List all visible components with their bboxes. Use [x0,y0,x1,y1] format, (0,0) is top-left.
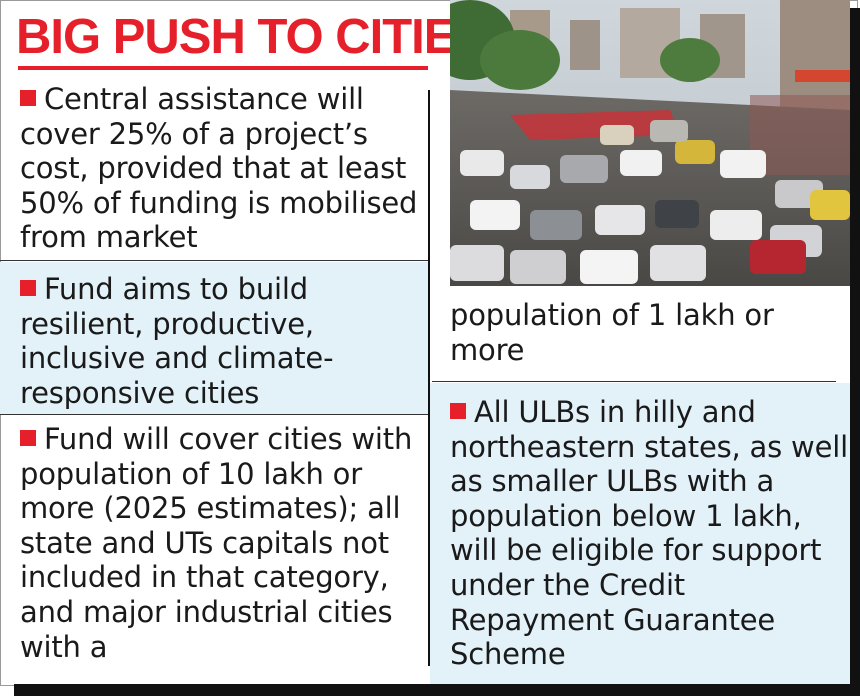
point-3: Fund will cover cities with population o… [0,422,428,672]
point-4-text: All ULBs in hilly and northeastern state… [450,395,848,672]
point-1: Central assistance will cover 25% of a p… [8,82,428,258]
infographic-title: BIG PUSH TO CITIES [16,10,488,64]
point-3-continued-text: population of 1 lakh or more [450,298,774,367]
bullet-marker [450,403,466,419]
divider-3 [432,381,836,382]
bullet-marker [20,90,36,106]
point-2-text: Fund aims to build resilient, productive… [20,272,334,410]
bullet-marker [20,430,36,446]
point-4: All ULBs in hilly and northeastern state… [430,383,850,684]
bullet-marker [20,280,36,296]
title-underline [18,66,428,70]
divider-1 [0,260,428,261]
point-3-continued: population of 1 lakh or more [432,298,842,378]
point-2: Fund aims to build resilient, productive… [0,262,428,414]
point-1-text: Central assistance will cover 25% of a p… [20,82,418,255]
car-cluster [450,120,850,284]
street-scene-illustration [450,0,850,286]
city-traffic-photo [450,0,850,286]
divider-2 [0,414,428,415]
shadow-bar-bottom [14,684,860,696]
shadow-bar-right [850,8,860,696]
point-3-text: Fund will cover cities with population o… [20,422,413,664]
column-divider [428,90,430,666]
